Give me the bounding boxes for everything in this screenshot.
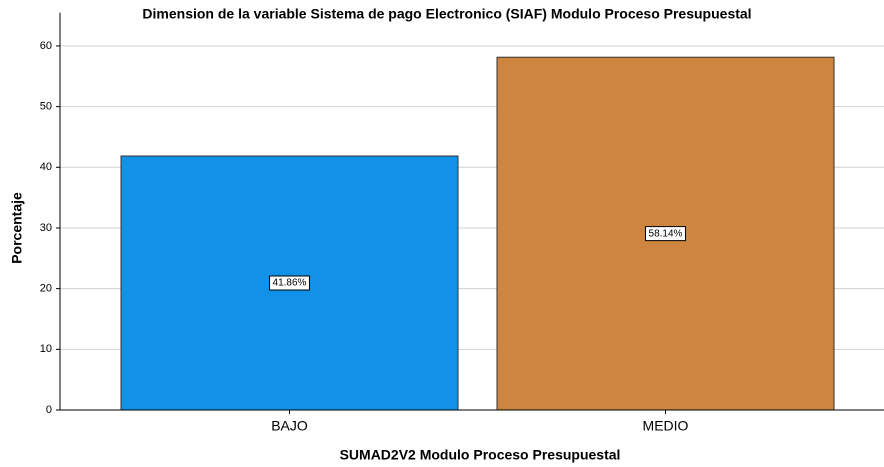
y-tick-label: 10: [40, 343, 52, 355]
y-tick-label: 0: [46, 404, 52, 416]
y-tick-label: 30: [40, 222, 52, 234]
y-tick-label: 20: [40, 283, 52, 295]
y-tick-label: 50: [40, 101, 52, 113]
x-tick-label: MEDIO: [643, 418, 689, 434]
value-label-box: [269, 275, 310, 291]
x-axis-label: SUMAD2V2 Modulo Proceso Presupuestal: [340, 447, 621, 463]
value-label-box: [645, 226, 686, 242]
y-tick-label: 60: [40, 40, 52, 52]
y-tick-label: 40: [40, 161, 52, 173]
value-label: 41.86%: [273, 278, 307, 289]
y-axis-label: Porcentaje: [9, 192, 25, 264]
chart-title: Dimension de la variable Sistema de pago…: [142, 6, 751, 22]
value-label: 58.14%: [649, 228, 683, 239]
x-tick-label: BAJO: [271, 418, 308, 434]
